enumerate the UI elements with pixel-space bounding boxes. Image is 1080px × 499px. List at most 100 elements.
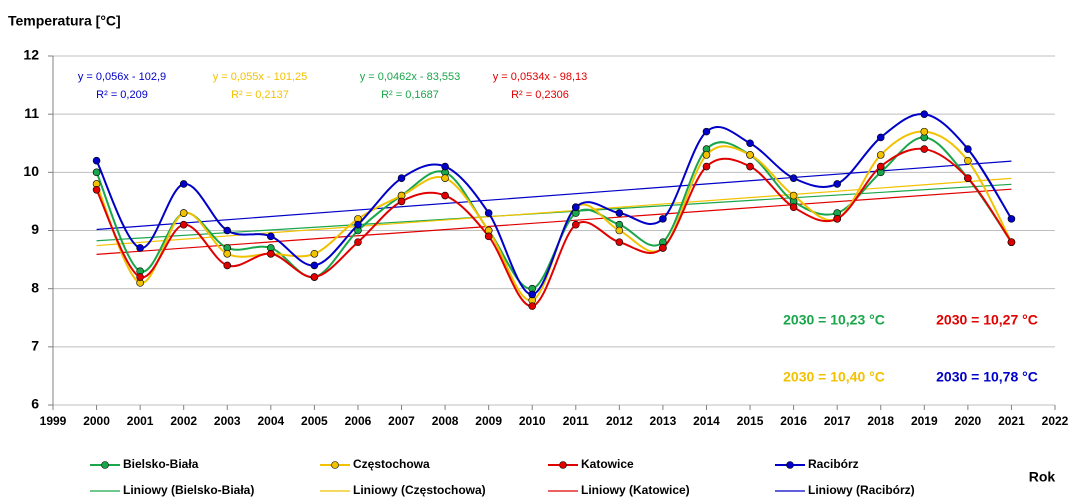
x-tick-label: 2001 xyxy=(127,414,154,428)
point xyxy=(789,203,798,212)
x-tick-label: 2015 xyxy=(737,414,764,428)
equation: y = 0,055x - 101,25 xyxy=(213,71,307,83)
point xyxy=(876,133,885,142)
legend-marker xyxy=(786,461,794,469)
r-squared: R² = 0,2137 xyxy=(231,89,289,101)
equation: y = 0,0534x - 98,13 xyxy=(493,71,587,83)
x-tick-label: 2018 xyxy=(867,414,894,428)
point xyxy=(746,151,754,159)
x-tick-label: 2019 xyxy=(911,414,938,428)
point xyxy=(702,162,711,171)
point xyxy=(267,249,275,258)
point xyxy=(528,302,537,310)
trend-line xyxy=(96,177,1012,247)
point xyxy=(179,180,188,188)
point xyxy=(223,261,232,270)
x-tick-label: 2012 xyxy=(606,414,633,428)
point xyxy=(789,191,798,200)
point xyxy=(876,151,885,159)
point xyxy=(136,273,144,281)
x-tick-label: 2021 xyxy=(998,414,1025,428)
x-tick-label: 2017 xyxy=(824,414,851,428)
x-tick-label: 2006 xyxy=(345,414,372,428)
point xyxy=(310,261,319,270)
point xyxy=(441,174,449,182)
x-tick-label: 2002 xyxy=(170,414,197,428)
point xyxy=(223,249,232,258)
x-tick-label: 2008 xyxy=(432,414,459,428)
legend-trend-label: Liniowy (Racibórz) xyxy=(808,483,915,497)
point xyxy=(659,215,667,223)
annotation: 2030 = 10,23 °C xyxy=(783,312,885,328)
x-tick-label: 2003 xyxy=(214,414,241,428)
point xyxy=(484,232,493,241)
x-tick-label: 2016 xyxy=(780,414,807,428)
point xyxy=(1007,215,1016,223)
point xyxy=(223,226,232,235)
x-tick-label: 2000 xyxy=(83,414,110,428)
trend-line xyxy=(96,188,1012,255)
point xyxy=(920,127,929,136)
series-line xyxy=(95,113,1013,296)
point xyxy=(310,249,319,258)
annotation: 2030 = 10,78 °C xyxy=(936,369,1038,385)
point xyxy=(964,156,972,165)
point xyxy=(528,290,537,299)
point xyxy=(659,244,667,252)
legend-label: Katowice xyxy=(581,457,634,471)
annotation: 2030 = 10,40 °C xyxy=(783,369,885,385)
legend-trend-label: Liniowy (Katowice) xyxy=(581,483,690,497)
point xyxy=(571,203,580,212)
legend-trend-label: Liniowy (Bielsko-Biała) xyxy=(123,483,254,497)
point xyxy=(397,174,406,182)
point xyxy=(441,191,449,200)
legend-marker xyxy=(101,461,109,469)
point xyxy=(833,180,841,188)
y-axis-label: Temperatura [°C] xyxy=(8,13,121,29)
x-tick-label: 2010 xyxy=(519,414,546,428)
point xyxy=(920,145,929,153)
x-tick-label: 2005 xyxy=(301,414,328,428)
x-tick-label: 2009 xyxy=(475,414,502,428)
x-tick-label: 1999 xyxy=(40,414,67,428)
point xyxy=(354,220,362,229)
x-tick-label: 2020 xyxy=(955,414,982,428)
trend-line xyxy=(96,160,1012,231)
r-squared: R² = 0,209 xyxy=(96,89,148,101)
legend-marker xyxy=(331,461,339,469)
series-line xyxy=(95,130,1013,302)
legend-label: Racibórz xyxy=(808,457,859,471)
point xyxy=(484,209,493,217)
y-tick-label: 12 xyxy=(23,47,39,63)
y-tick-label: 6 xyxy=(31,396,39,412)
x-tick-label: 2011 xyxy=(563,414,589,428)
point xyxy=(746,139,754,148)
point xyxy=(267,232,275,241)
equation: y = 0,056x - 102,9 xyxy=(78,71,166,83)
point xyxy=(920,110,929,118)
point xyxy=(571,220,580,229)
x-tick-label: 2004 xyxy=(257,414,284,428)
point xyxy=(964,174,972,182)
x-tick-label: 2022 xyxy=(1042,414,1069,428)
point xyxy=(789,174,798,182)
y-tick-label: 8 xyxy=(31,279,39,295)
legend-label: Częstochowa xyxy=(353,457,430,471)
point xyxy=(702,151,711,159)
point xyxy=(441,162,449,171)
y-tick-label: 9 xyxy=(31,221,39,237)
point xyxy=(179,220,188,229)
point xyxy=(397,197,406,206)
y-tick-label: 7 xyxy=(31,338,39,354)
legend-trend-label: Liniowy (Częstochowa) xyxy=(353,483,486,497)
r-squared: R² = 0,2306 xyxy=(511,89,569,101)
point xyxy=(964,145,972,153)
point xyxy=(92,168,101,177)
annotation: 2030 = 10,27 °C xyxy=(936,312,1038,328)
point xyxy=(179,209,188,217)
legend-marker xyxy=(559,461,567,469)
r-squared: R² = 0,1687 xyxy=(381,89,439,101)
point xyxy=(746,162,754,171)
point xyxy=(310,273,319,281)
legend-label: Bielsko-Biała xyxy=(123,457,199,471)
